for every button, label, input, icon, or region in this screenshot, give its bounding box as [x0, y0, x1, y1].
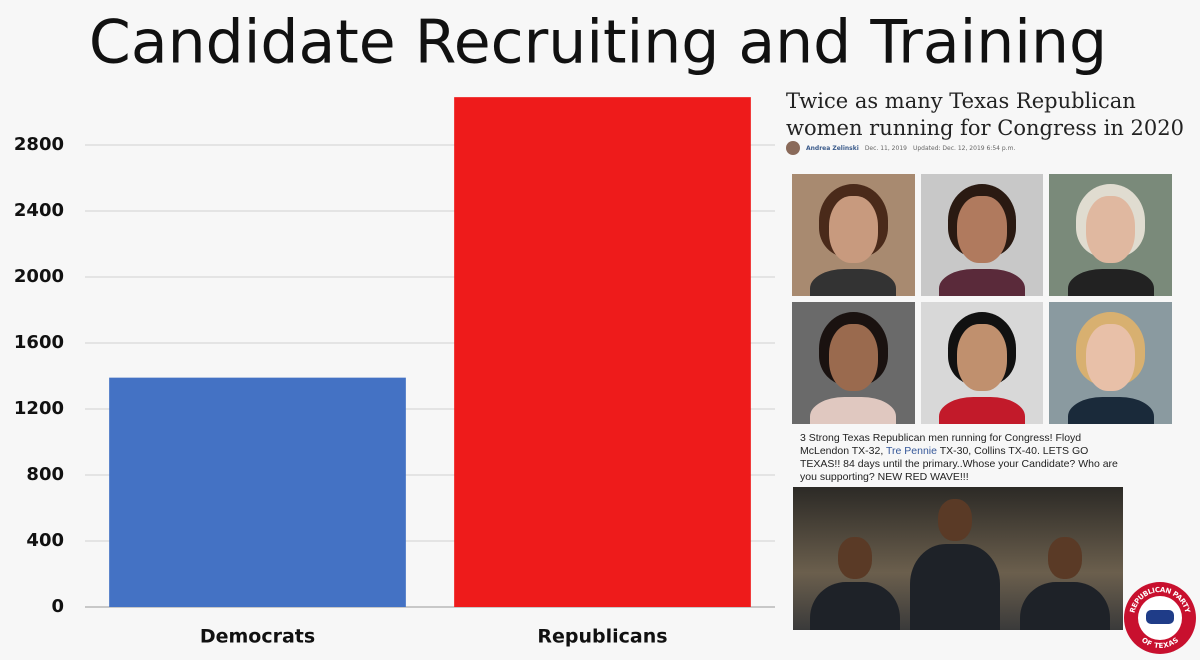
post-text-start: 3 Strong Texas Republican men running fo… [800, 432, 1082, 457]
photo [792, 302, 915, 424]
photo [1049, 302, 1172, 424]
byline: Andrea Zelinski Dec. 11, 2019 Updated: D… [786, 141, 1015, 155]
y-tick-label: 1600 [14, 332, 64, 353]
y-tick-label: 0 [51, 596, 64, 617]
photo [920, 174, 1044, 296]
post-text: 3 Strong Texas Republican men running fo… [800, 432, 1120, 484]
photo [920, 302, 1044, 424]
photo [792, 174, 915, 296]
x-tick-label: Republicans [537, 626, 667, 648]
y-tick-label: 400 [26, 530, 64, 551]
group-photo [793, 487, 1123, 630]
photo [1049, 174, 1172, 296]
y-tick-label: 2800 [14, 134, 64, 155]
date: Dec. 11, 2019 [864, 144, 907, 152]
author: Andrea Zelinski [806, 144, 859, 152]
article-headline: Twice as many Texas Republican women run… [786, 89, 1184, 140]
y-tick-label: 1200 [14, 398, 64, 419]
y-tick-label: 2400 [14, 200, 64, 221]
chart-title: Candidate Recruiting and Training [89, 8, 1107, 78]
author-avatar [786, 141, 800, 155]
y-tick-label: 2000 [14, 266, 64, 287]
y-tick-label: 800 [26, 464, 64, 485]
post-link[interactable]: Tre Pennie [886, 445, 937, 457]
bar [109, 377, 406, 607]
bar [454, 97, 751, 608]
logo-elephant [1146, 610, 1174, 624]
updated: Updated: Dec. 12, 2019 6:54 p.m. [912, 144, 1016, 152]
post-text-end: TX-30, Collins TX-40. LETS GO TEXAS!! 84… [800, 445, 1118, 483]
party-logo: REPUBLICAN PARTY OF TEXAS [1124, 582, 1196, 654]
photo-grid [792, 174, 1172, 424]
x-tick-label: Democrats [200, 626, 315, 648]
